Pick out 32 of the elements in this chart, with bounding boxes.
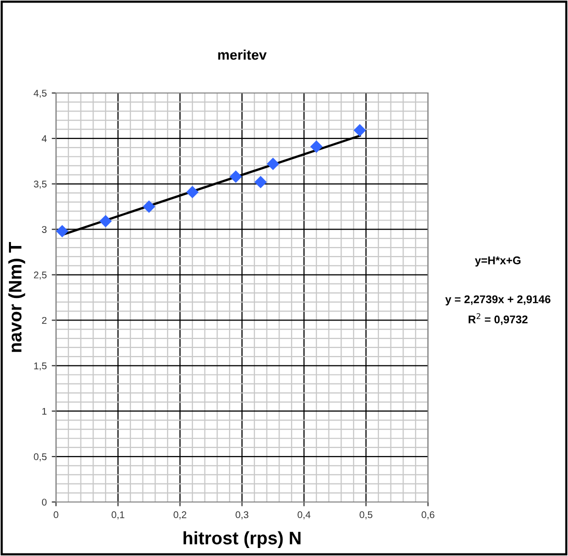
point <box>254 176 267 188</box>
x-tick-label: 0 <box>54 511 58 518</box>
y-tick-label: 3,5 <box>34 180 47 189</box>
y-tick-label: 4 <box>42 135 47 142</box>
point <box>354 124 366 136</box>
point <box>186 186 199 198</box>
x-axis-title: hitrost (rps) N <box>184 531 300 548</box>
point <box>99 214 112 228</box>
chart-title: meritev <box>218 50 267 60</box>
x-tick-label: 0,1 <box>112 511 124 520</box>
text: R$^{2}$ = 0,9732 <box>468 313 528 325</box>
point <box>310 140 323 153</box>
y-tick-label: 1,5 <box>34 362 47 370</box>
y-tick-label: 2,5 <box>34 272 47 280</box>
x-tick-label: 0,5 <box>360 511 372 520</box>
y-tick-label: 1 <box>42 408 46 415</box>
point <box>142 200 156 213</box>
point <box>266 158 280 170</box>
x-tick-label: 0,3 <box>236 511 248 520</box>
point <box>56 224 68 238</box>
point <box>230 170 242 183</box>
x-tick-label: 0,4 <box>298 511 310 520</box>
y-tick-label: 0,5 <box>34 453 47 462</box>
x-tick-label: 0,2 <box>174 511 186 520</box>
text: y = 2,2739x + 2,9146 <box>445 295 550 306</box>
text: y=H*x+G <box>474 256 520 266</box>
y-tick-label: 3 <box>42 226 47 233</box>
y-tick-label: 4,5 <box>34 90 47 98</box>
y-tick-label: 2 <box>42 316 46 324</box>
y-tick-label: 0 <box>42 498 47 506</box>
y-axis-title: navor (Nm) T <box>8 242 26 352</box>
x-tick-label: 0,6 <box>422 511 434 520</box>
